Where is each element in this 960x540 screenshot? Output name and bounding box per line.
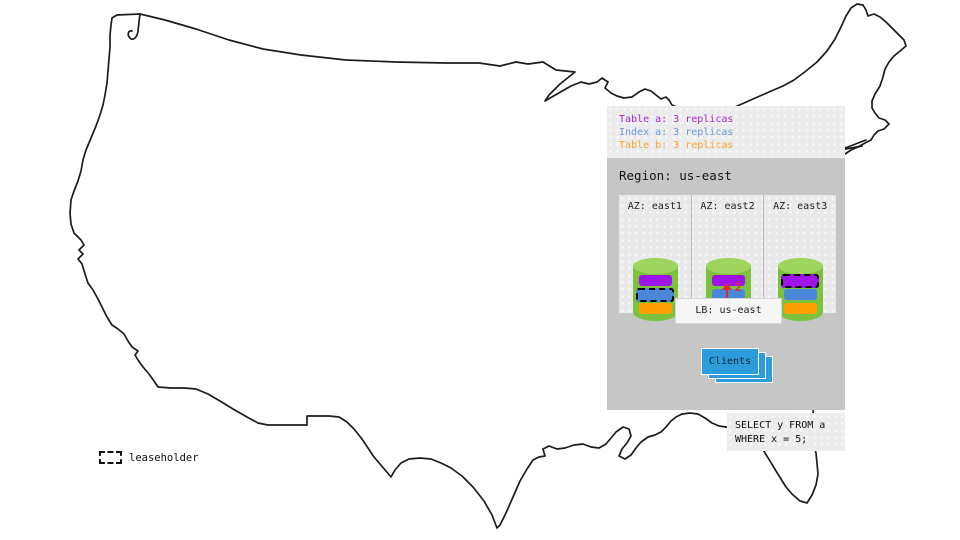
az-column-1: AZ: east1 — [619, 195, 692, 321]
region-title: Region: us-east — [619, 168, 732, 183]
replica-bar-index-a — [711, 289, 745, 300]
az-label: AZ: east3 — [773, 201, 828, 212]
leaseholder-label: leaseholder — [129, 451, 199, 464]
az-container: AZ: east1 AZ: east2 AZ: east3 — [619, 195, 836, 321]
az-label: AZ: east2 — [700, 201, 755, 212]
cylinder-top — [705, 258, 751, 274]
sql-line-1: SELECT y FROM a — [735, 420, 826, 431]
query-arrow-icon — [722, 283, 734, 298]
replica-legend-line-table-b: Table b: 3 replicas — [619, 140, 734, 151]
replica-legend-line-index-a: Index a: 3 replicas — [619, 127, 734, 138]
leaseholder-legend: leaseholder — [99, 451, 199, 464]
cylinder-top — [632, 258, 678, 274]
replica-legend-line-table-a: Table a: 3 replicas — [619, 114, 734, 125]
sql-line-2: WHERE x = 5; — [735, 434, 808, 445]
replica-bar-table-b — [784, 303, 818, 314]
replica-bar-index-a — [784, 289, 818, 300]
puget-sound-inlet — [127, 13, 141, 40]
query-step-count: 2 — [735, 282, 742, 294]
arrow-line — [726, 289, 728, 298]
database-cylinder — [632, 258, 678, 321]
region-panel: Region: us-east AZ: east1 AZ: east2 AZ: ea… — [607, 158, 845, 410]
sql-query-box: SELECT y FROM a WHERE x = 5; — [727, 413, 845, 451]
az-column-3: AZ: east3 — [764, 195, 836, 321]
replica-bar-table-b — [638, 303, 672, 314]
replica-bar-table-a-leaseholder — [781, 274, 820, 288]
database-cylinder — [778, 258, 824, 321]
az-label: AZ: east1 — [627, 201, 682, 212]
clients-card: Clients — [701, 348, 759, 375]
leaseholder-swatch-icon — [99, 451, 122, 464]
cylinder-top — [778, 258, 824, 274]
replica-legend-panel: Table a: 3 replicas Index a: 3 replicas Ta… — [607, 106, 845, 158]
load-balancer-box: LB: us-east — [675, 298, 782, 324]
replica-bar-table-a — [638, 275, 672, 286]
arrow-head-icon — [722, 283, 732, 290]
replica-bar-table-a — [711, 275, 745, 286]
replica-bar-index-a-leaseholder — [635, 288, 674, 302]
